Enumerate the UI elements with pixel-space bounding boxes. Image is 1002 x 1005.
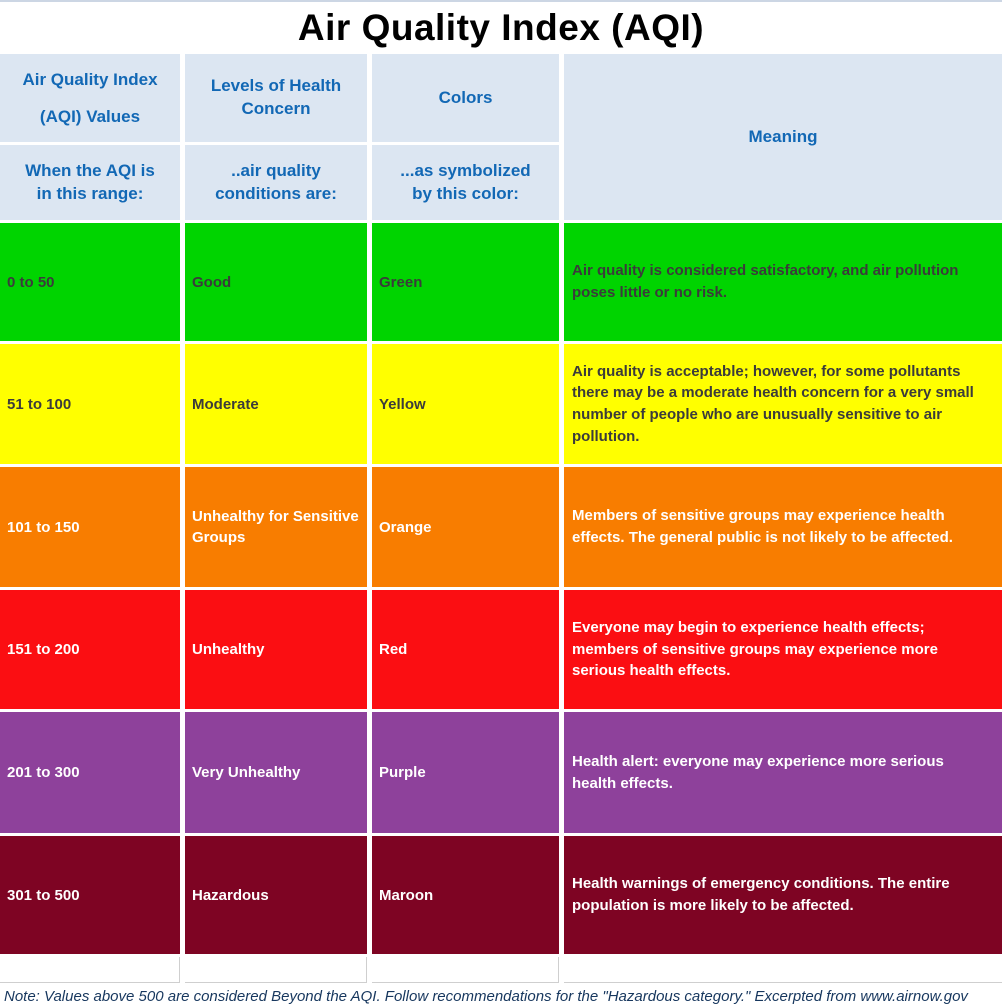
page-title: Air Quality Index (AQI): [297, 7, 705, 48]
range-cell-usg: 101 to 150: [0, 467, 180, 587]
header-health-concern: Levels of Health Concern: [185, 54, 367, 142]
subheader-range: When the AQI is in this range:: [0, 145, 180, 220]
color-cell-very-unhealthy: Purple: [372, 712, 559, 833]
meaning-cell-unhealthy: Everyone may begin to experience health …: [564, 590, 1002, 709]
empty-cell: [564, 957, 1002, 983]
footnote: Note: Values above 500 are considered Be…: [4, 988, 968, 1005]
color-cell-unhealthy: Red: [372, 590, 559, 709]
empty-cell: [185, 957, 367, 983]
color-cell-moderate: Yellow: [372, 344, 559, 464]
meaning-cell-very-unhealthy: Health alert: everyone may experience mo…: [564, 712, 1002, 833]
range-cell-very-unhealthy: 201 to 300: [0, 712, 180, 833]
meaning-cell-usg: Members of sensitive groups may experien…: [564, 467, 1002, 587]
level-cell-hazardous: Hazardous: [185, 836, 367, 954]
subheader-conditions: ..air quality conditions are:: [185, 145, 367, 220]
header-colors: Colors: [372, 54, 559, 142]
range-cell-moderate: 51 to 100: [0, 344, 180, 464]
range-cell-good: 0 to 50: [0, 223, 180, 341]
meaning-cell-good: Air quality is considered satisfactory, …: [564, 223, 1002, 341]
level-cell-good: Good: [185, 223, 367, 341]
aqi-table: Air Quality Index (AQI) Values Levels of…: [0, 54, 1002, 983]
header-aqi-values: Air Quality Index (AQI) Values: [0, 54, 180, 142]
range-cell-hazardous: 301 to 500: [0, 836, 180, 954]
meaning-cell-moderate: Air quality is acceptable; however, for …: [564, 344, 1002, 464]
meaning-cell-hazardous: Health warnings of emergency conditions.…: [564, 836, 1002, 954]
level-cell-usg: Unhealthy for Sensitive Groups: [185, 467, 367, 587]
empty-cell: [372, 957, 559, 983]
level-cell-very-unhealthy: Very Unhealthy: [185, 712, 367, 833]
color-cell-good: Green: [372, 223, 559, 341]
empty-cell: [0, 957, 180, 983]
level-cell-unhealthy: Unhealthy: [185, 590, 367, 709]
subheader-color: ...as symbolized by this color:: [372, 145, 559, 220]
color-cell-hazardous: Maroon: [372, 836, 559, 954]
color-cell-usg: Orange: [372, 467, 559, 587]
range-cell-unhealthy: 151 to 200: [0, 590, 180, 709]
header-meaning: Meaning: [564, 54, 1002, 220]
level-cell-moderate: Moderate: [185, 344, 367, 464]
